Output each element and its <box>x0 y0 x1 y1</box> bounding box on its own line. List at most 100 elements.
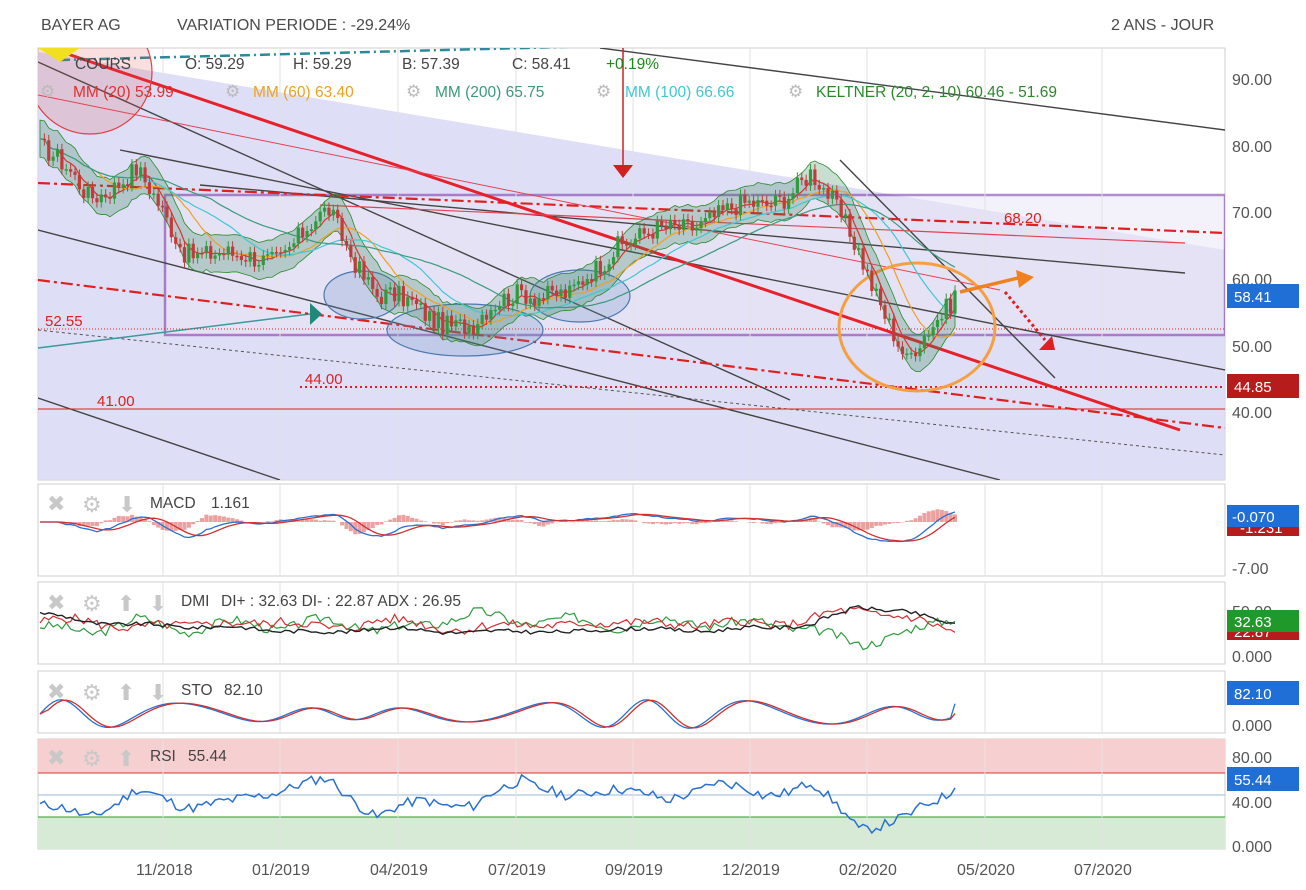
rsi-overbought-zone <box>38 739 1225 773</box>
candle-body <box>673 220 677 225</box>
macd-histogram-bar <box>694 522 699 525</box>
close-icon[interactable]: ✖ <box>47 745 65 770</box>
macd-histogram-bar <box>392 517 397 522</box>
candle-body <box>949 298 953 314</box>
gear-icon[interactable]: ⚙ <box>40 82 55 101</box>
arrow-down-icon[interactable]: ⬇ <box>149 591 167 616</box>
candle-body <box>357 261 362 273</box>
close-icon[interactable]: ✖ <box>47 491 65 516</box>
macd-histogram-bar <box>178 522 183 530</box>
macd-histogram-bar <box>913 518 918 522</box>
macd-histogram-bar <box>874 522 879 526</box>
candle-body <box>139 167 143 176</box>
candle-body <box>384 289 388 304</box>
candle-body <box>340 217 344 241</box>
keltner-legend: KELTNER (20, 2, 10) 60.46 - 51.69 <box>816 84 1057 101</box>
candle-body <box>896 341 900 347</box>
gear-icon[interactable]: ⚙ <box>82 680 102 705</box>
candle-body <box>454 320 458 327</box>
candle-body <box>747 200 751 203</box>
red-arrowhead <box>1039 336 1055 350</box>
arrow-up-icon[interactable]: ⬆ <box>117 746 135 771</box>
gear-icon[interactable]: ⚙ <box>82 492 102 517</box>
candle-body <box>695 227 699 231</box>
macd-histogram-bar <box>322 520 327 522</box>
macd-histogram-bar <box>270 521 275 522</box>
candle-body <box>765 200 769 206</box>
candle-body <box>423 303 427 321</box>
macd-histogram-bar <box>186 522 191 528</box>
orange-arrow <box>959 276 1019 294</box>
macd-histogram-bar <box>361 522 366 533</box>
gear-icon[interactable]: ⚙ <box>225 82 240 101</box>
candle-body <box>498 306 502 310</box>
timeframe-selector[interactable]: 2 ANS - JOUR <box>1111 17 1215 34</box>
macd-histogram-bar <box>773 522 778 524</box>
macd-histogram-bar <box>64 522 69 525</box>
candle-body <box>712 212 716 218</box>
macd-histogram-bar <box>484 519 489 522</box>
macd-line <box>40 511 956 543</box>
candle-body <box>397 286 401 302</box>
candle-body <box>546 285 550 300</box>
candle-body <box>64 169 68 171</box>
gear-icon[interactable]: ⚙ <box>596 82 611 101</box>
candle-body <box>213 255 217 259</box>
sto-tag: 82.10 <box>1234 686 1272 703</box>
sto-d-line <box>39 699 956 729</box>
candle-body <box>878 288 883 306</box>
arrow-up-icon[interactable]: ⬆ <box>117 680 135 705</box>
macd-histogram-bar <box>677 522 682 524</box>
arrow-down-icon[interactable]: ⬇ <box>118 492 136 517</box>
macd-histogram-bar <box>519 520 524 522</box>
arrow-up-icon[interactable]: ⬆ <box>117 591 135 616</box>
candle-body <box>471 325 476 334</box>
candle-body <box>160 205 165 208</box>
macd-histogram-bar <box>843 522 848 529</box>
period-variation: VARIATION PERIODE : -29.24% <box>177 17 411 34</box>
macd-histogram-bar <box>826 522 831 526</box>
candle-body <box>804 179 808 186</box>
candle-body <box>419 303 423 305</box>
gear-icon[interactable]: ⚙ <box>406 82 421 101</box>
candle-body <box>406 296 410 307</box>
close-icon[interactable]: ✖ <box>47 590 65 615</box>
candle-body <box>782 196 786 209</box>
close-icon[interactable]: ✖ <box>47 679 65 704</box>
candle-body <box>852 236 856 250</box>
macd-histogram-bar <box>305 519 310 522</box>
candle-body <box>322 207 327 212</box>
candle-body <box>375 288 379 297</box>
x-tick: 05/2020 <box>957 862 1015 879</box>
candle-body <box>660 220 664 226</box>
macd-histogram-bar <box>541 522 546 527</box>
candle-body <box>362 261 366 280</box>
candle-body <box>182 247 187 263</box>
macd-histogram-bar <box>668 522 673 524</box>
macd-value: 1.161 <box>211 495 250 512</box>
macd-histogram-bar <box>410 517 415 522</box>
macd-histogram-bar <box>878 522 883 526</box>
macd-histogram-bar <box>480 520 485 522</box>
x-axis: 11/2018 01/2019 04/2019 07/2019 09/2019 … <box>136 862 1132 879</box>
highlight-circle <box>837 261 997 393</box>
macd-histogram-bar <box>812 518 817 522</box>
macd-histogram-bar <box>633 520 638 522</box>
gear-icon[interactable]: ⚙ <box>82 746 102 771</box>
macd-histogram-bar <box>226 517 231 522</box>
candle-body <box>296 227 300 244</box>
candle-body <box>366 277 370 280</box>
macd-histogram-bar <box>532 522 537 525</box>
macd-histogram-bar <box>213 515 218 522</box>
gear-icon[interactable]: ⚙ <box>788 82 803 101</box>
candle-body <box>441 312 445 335</box>
candle-body <box>708 212 712 219</box>
candle-body <box>134 164 138 176</box>
yellow-marker <box>38 48 80 62</box>
arrow-down-icon[interactable]: ⬇ <box>149 680 167 705</box>
macd-histogram-bar <box>506 518 511 522</box>
mm60-line <box>39 138 956 339</box>
gear-icon[interactable]: ⚙ <box>82 591 102 616</box>
candle-body <box>664 225 668 230</box>
